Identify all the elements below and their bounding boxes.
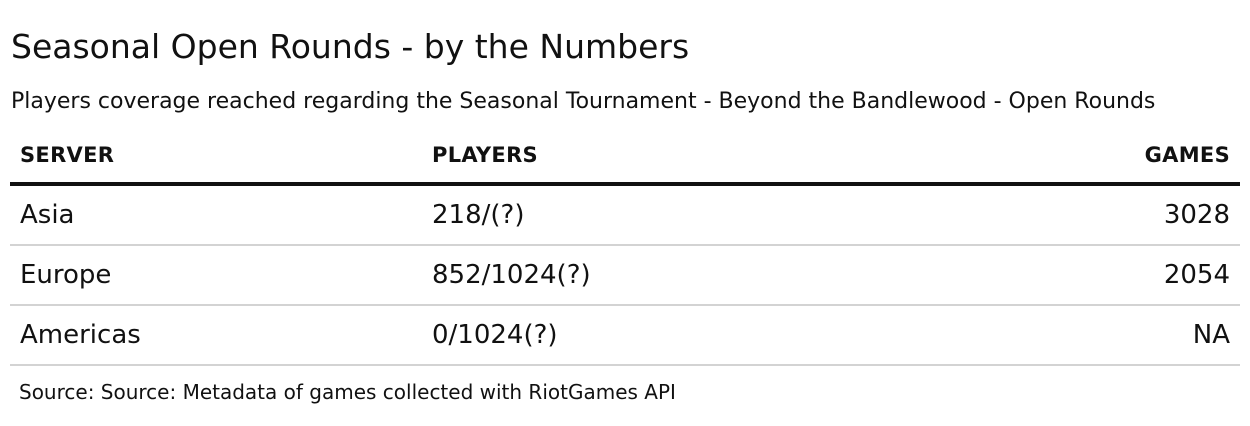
table-header-row: SERVER PLAYERS GAMES [10, 136, 1240, 186]
cell-players: 0/1024(?) [422, 305, 922, 366]
column-header-games: GAMES [922, 136, 1240, 186]
page-title: Seasonal Open Rounds - by the Numbers [11, 27, 690, 66]
cell-games: NA [922, 305, 1240, 366]
cell-games: 2054 [922, 245, 1240, 306]
coverage-table: SERVER PLAYERS GAMES Asia 218/(?) 3028 E… [10, 136, 1240, 366]
table-header: SERVER PLAYERS GAMES [10, 136, 1240, 186]
table-row: Asia 218/(?) 3028 [10, 184, 1240, 246]
table-row: Europe 852/1024(?) 2054 [10, 245, 1240, 306]
page-subtitle: Players coverage reached regarding the S… [11, 89, 1156, 114]
report-page: Seasonal Open Rounds - by the Numbers Pl… [10, 0, 1240, 426]
cell-players: 218/(?) [422, 184, 922, 246]
column-header-server: SERVER [10, 136, 422, 186]
source-note: Source: Source: Metadata of games collec… [19, 380, 676, 404]
table-body: Asia 218/(?) 3028 Europe 852/1024(?) 205… [10, 184, 1240, 366]
cell-server: Asia [10, 184, 422, 246]
cell-games: 3028 [922, 184, 1240, 246]
column-header-players: PLAYERS [422, 136, 922, 186]
table-row: Americas 0/1024(?) NA [10, 305, 1240, 366]
cell-players: 852/1024(?) [422, 245, 922, 306]
cell-server: Europe [10, 245, 422, 306]
cell-server: Americas [10, 305, 422, 366]
